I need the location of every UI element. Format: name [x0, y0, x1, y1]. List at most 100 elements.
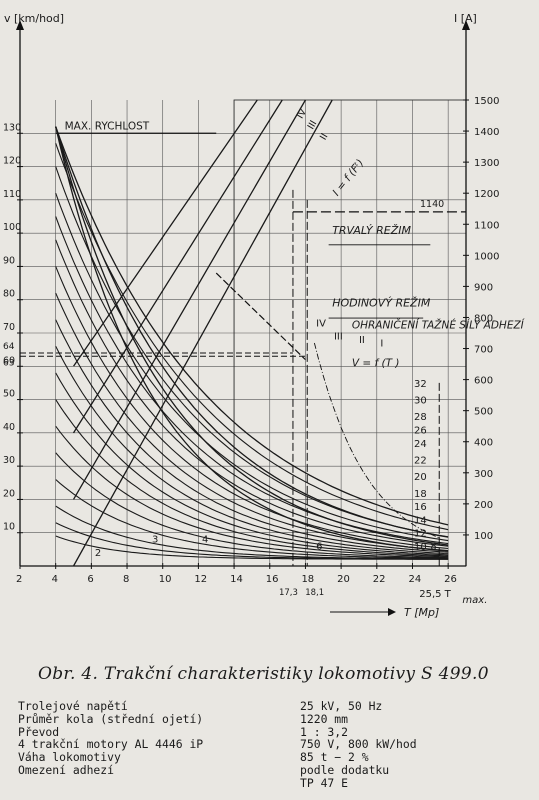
traction-chart: v [km/hod] I [A] 10 20 30 40 50 60 70 80 90 100 110 1… [3, 12, 526, 619]
speed-curve [55, 193, 449, 542]
current-line [72, 99, 307, 500]
left-tick-label: 80 [3, 289, 15, 300]
left-tick-label: 120 [3, 156, 21, 167]
chart-labels: v [km/hod] I [A] 10 20 30 40 50 60 70 80 90 100 110 1… [3, 12, 526, 619]
right-tick-label: 1200 [474, 189, 499, 200]
speed-curve [55, 372, 449, 556]
motor-config-label: II [318, 132, 330, 142]
series-label: 22 [414, 455, 427, 466]
speed-curve-label: V = f (T ) [352, 357, 400, 369]
x-tick-label-extra: 17,3 [279, 588, 298, 598]
right-tick-label: 300 [474, 469, 493, 480]
motor-config-label: I [380, 338, 383, 349]
right-tick-label: 900 [474, 282, 493, 293]
spec-row: Převod 1 : 3,2 [18, 724, 528, 739]
x-tick-label: 6 [87, 574, 93, 585]
series-label: 18 [414, 489, 427, 500]
current-curve-label: I = f (Fᵗ) [330, 157, 366, 198]
spec-label [18, 777, 300, 790]
right-tick-label: 400 [474, 438, 493, 449]
right-axis-arrow [462, 20, 470, 30]
spec-label: Průměr kola (střední ojetí) [18, 712, 204, 726]
right-tick-label: 500 [474, 407, 493, 418]
spec-value: 750 V, 800 kW/hod [300, 737, 417, 752]
spec-row: TP 47 E [18, 775, 528, 790]
adhesion-label: OHRANIČENÍ TAŽNÉ SÍLY ADHEZÍ [352, 318, 526, 331]
left-axis-arrow [16, 20, 24, 30]
spec-value: TP 47 E [300, 775, 349, 790]
low-curve-label: 6 [316, 541, 322, 552]
spec-value: 1220 mm [300, 711, 349, 726]
x-tick-label: 12 [194, 574, 207, 585]
max-speed-label: MAX. RYCHLOST [65, 120, 150, 132]
right-tick-label: 600 [474, 376, 493, 387]
right-tick-label: 1500 [474, 96, 499, 107]
left-tick-label: 20 [3, 488, 15, 499]
spec-value: 1 : 3,2 [300, 724, 349, 739]
left-axis-label: v [km/hod] [4, 12, 64, 25]
right-tick-label: 100 [474, 531, 493, 542]
chart-curves [20, 99, 466, 567]
left-tick-label: 90 [3, 255, 15, 266]
hourly-mode-label: HODINOVÝ REŽIM [332, 296, 431, 309]
limit-dash-line [215, 272, 306, 361]
motor-config-label: III [334, 332, 343, 343]
x-tick-label: 14 [230, 574, 243, 585]
x-axis-label: T [Mp] [404, 606, 439, 619]
speed-curve [55, 143, 449, 531]
left-tick-label: 70 [3, 322, 15, 333]
x-tick-label: 22 [373, 574, 386, 585]
spec-row: Omezení adhezí podle dodatku [18, 764, 528, 777]
series-label: 14 [414, 515, 427, 526]
spec-label: 4 trakční motory AL 4446 iP [18, 738, 204, 752]
x-tick-label: 4 [52, 574, 58, 585]
series-label: 26 [414, 426, 427, 437]
figure-caption: Obr. 4. Trakční charakteristiky lokomoti… [38, 664, 489, 684]
spec-label: Převod [18, 725, 60, 739]
right-tick-label: 800 [474, 313, 493, 324]
speed-curve [55, 535, 449, 560]
motor-config-label: III [306, 119, 320, 132]
right-axis-label: I [A] [454, 12, 477, 25]
left-tick-label: 30 [3, 455, 15, 466]
x-tick-label: 10 [159, 574, 172, 585]
chart-axes [16, 20, 470, 616]
right-tick-label: 700 [474, 345, 493, 356]
x-tick-label: 26 [444, 574, 457, 585]
speed-curve [55, 346, 449, 555]
speed-curve [55, 266, 449, 550]
low-curve-label: 3 [152, 535, 158, 546]
x-tick-label-extra: 25,5 T [419, 589, 451, 600]
spec-value: 25 kV, 50 Hz [300, 699, 383, 713]
left-tick-label: 100 [3, 222, 21, 233]
left-tick-label: 60 [3, 355, 15, 366]
current-line [72, 99, 283, 434]
x-tick-label: 16 [266, 574, 279, 585]
speed-curve [55, 216, 449, 545]
right-tick-label: 1400 [474, 127, 499, 138]
x-tick-label: 24 [408, 574, 421, 585]
spec-row: Průměr kola (střední ojetí) 1220 mm [18, 711, 528, 726]
speed-curve [55, 126, 449, 526]
series-label: 30 [414, 396, 427, 407]
low-curve-label: 2 [95, 548, 101, 559]
left-tick-label: 110 [3, 189, 21, 200]
speed-curve [55, 479, 449, 559]
right-tick-label: 1000 [474, 251, 499, 262]
x-tick-label: 18 [301, 574, 314, 585]
left-tick-label-extra: 64 [3, 342, 15, 352]
motor-config-label: IV [316, 318, 326, 329]
left-tick-label: 50 [3, 389, 15, 400]
speed-curve [55, 425, 449, 558]
x-tick-label-extra: max. [462, 595, 487, 606]
current-max-label: 1140 [420, 199, 444, 210]
spec-table: Trolejové napětí 25 kV, 50 Hz Průměr kola… [18, 700, 528, 790]
spec-row: Váha lokomotivy 85 t − 2 % [18, 751, 528, 764]
x-tick-label-extra: 18,1 [305, 588, 324, 598]
right-tick-label: 200 [474, 500, 493, 511]
series-label: 10 [414, 542, 427, 553]
right-tick-label: 1100 [474, 220, 499, 231]
speed-curve [55, 126, 449, 538]
series-label: 12 [414, 529, 427, 540]
speed-curve [55, 126, 449, 552]
